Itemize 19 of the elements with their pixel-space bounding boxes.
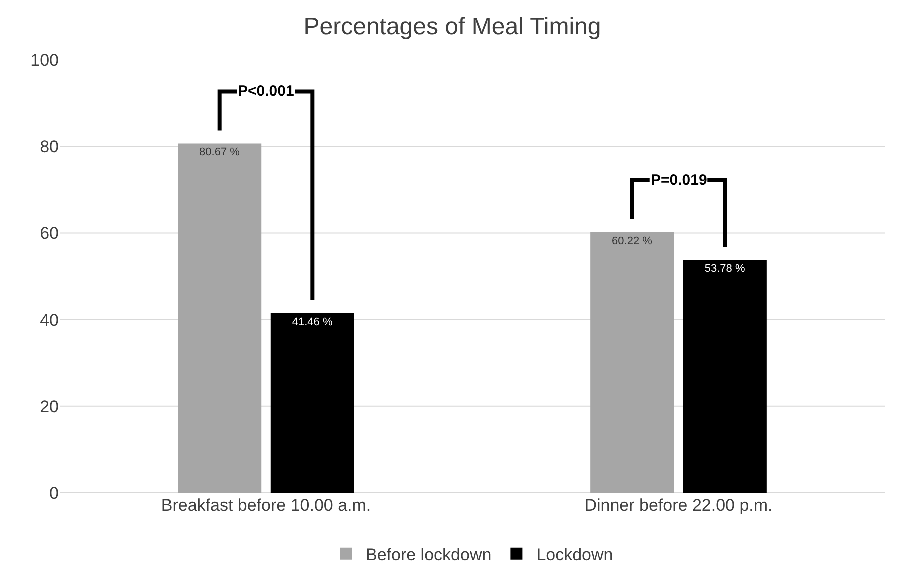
y-tick-label: 20 [40, 397, 59, 416]
data-label: 60.22 % [612, 235, 653, 248]
x-tick-label: Dinner before 22.00 p.m. [584, 496, 773, 515]
bar [270, 313, 354, 493]
y-tick-label: 0 [50, 484, 59, 503]
legend-label: Before lockdown [366, 545, 492, 564]
y-tick-label: 60 [40, 224, 59, 244]
annotation: P=0.019 [651, 172, 708, 189]
legend-label: Lockdown [536, 545, 614, 564]
data-label: 53.78 % [704, 263, 746, 276]
bar [683, 260, 767, 493]
y-tick-label: 80 [40, 138, 59, 157]
y-tick-label: 40 [40, 310, 59, 330]
data-label: 41.46 % [292, 316, 333, 328]
x-tick-label: Breakfast before 10.00 a.m. [161, 496, 372, 515]
annotation: P<0.001 [238, 83, 294, 100]
data-label: 80.67 % [200, 146, 240, 159]
chart-title: Percentages of Meal Timing [304, 13, 602, 40]
y-tick-label: 100 [30, 50, 59, 70]
